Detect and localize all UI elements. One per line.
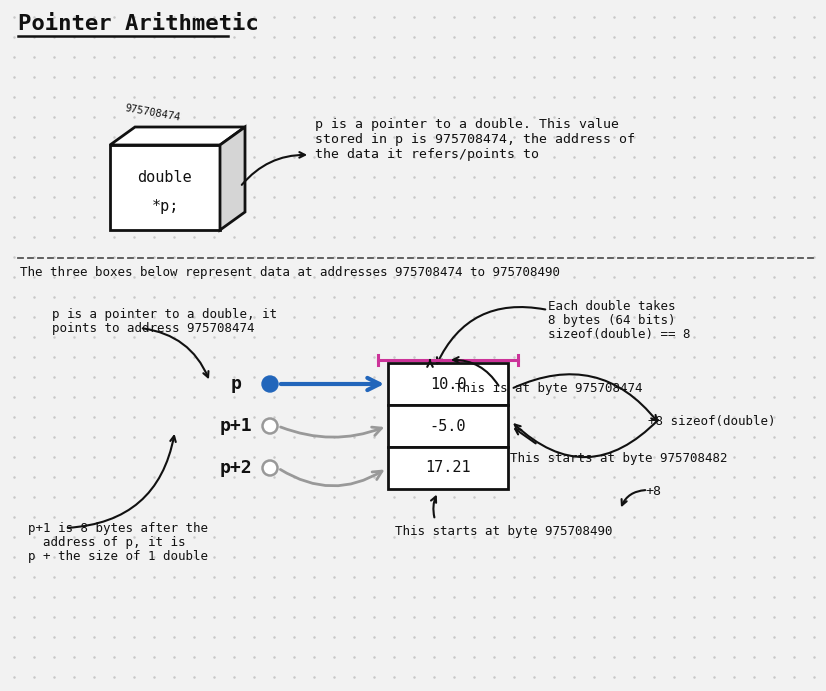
Text: This is at byte 975708474: This is at byte 975708474 — [455, 382, 643, 395]
Text: The three boxes below represent data at addresses 975708474 to 975708490: The three boxes below represent data at … — [20, 266, 560, 279]
Text: Each double takes: Each double takes — [548, 300, 676, 313]
Text: This starts at byte 975708490: This starts at byte 975708490 — [395, 525, 613, 538]
Polygon shape — [220, 127, 245, 230]
FancyBboxPatch shape — [388, 405, 508, 447]
Text: stored in p is 975708474, the address of: stored in p is 975708474, the address of — [315, 133, 635, 146]
Circle shape — [262, 376, 278, 392]
Text: *p;: *p; — [151, 199, 178, 214]
Polygon shape — [110, 127, 245, 145]
Text: Pointer Arithmetic: Pointer Arithmetic — [18, 14, 259, 34]
Circle shape — [263, 419, 278, 433]
Text: 8 bytes (64 bits): 8 bytes (64 bits) — [548, 314, 676, 327]
FancyBboxPatch shape — [388, 363, 508, 405]
Text: +8: +8 — [645, 485, 661, 498]
Text: 17.21: 17.21 — [425, 460, 471, 475]
Text: 975708474: 975708474 — [124, 104, 181, 123]
Text: p is a pointer to a double, it: p is a pointer to a double, it — [52, 308, 277, 321]
Text: +8 sizeof(double): +8 sizeof(double) — [648, 415, 776, 428]
Text: 10.0: 10.0 — [430, 377, 466, 392]
Text: p + the size of 1 double: p + the size of 1 double — [28, 550, 208, 563]
Text: p: p — [230, 375, 241, 393]
Text: double: double — [138, 170, 192, 184]
Text: p+1: p+1 — [220, 417, 252, 435]
Text: address of p, it is: address of p, it is — [28, 536, 186, 549]
Text: the data it refers/points to: the data it refers/points to — [315, 148, 539, 161]
Text: p is a pointer to a double. This value: p is a pointer to a double. This value — [315, 118, 619, 131]
Text: sizeof(double) == 8: sizeof(double) == 8 — [548, 328, 691, 341]
FancyBboxPatch shape — [388, 447, 508, 489]
Text: p+2: p+2 — [220, 459, 252, 477]
Text: points to address 975708474: points to address 975708474 — [52, 322, 254, 335]
Text: -5.0: -5.0 — [430, 419, 466, 433]
FancyBboxPatch shape — [110, 145, 220, 230]
Circle shape — [263, 460, 278, 475]
Text: This starts at byte 975708482: This starts at byte 975708482 — [510, 452, 728, 465]
Text: p+1 is 8 bytes after the: p+1 is 8 bytes after the — [28, 522, 208, 535]
